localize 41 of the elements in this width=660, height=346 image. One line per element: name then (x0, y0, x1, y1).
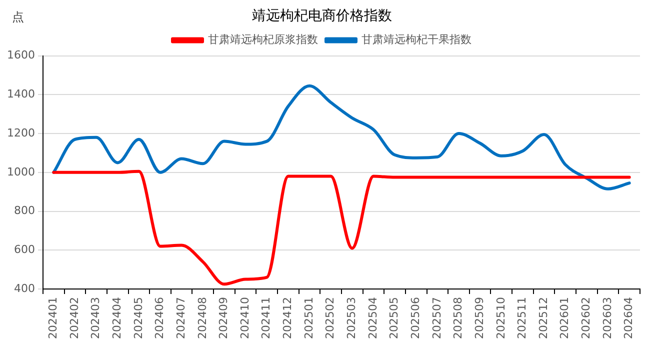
x-tick-label: 202507 (430, 297, 444, 340)
x-tick-label: 202406 (153, 297, 166, 340)
y-tick-label: 800 (14, 204, 35, 218)
y-tick-label: 1400 (6, 88, 35, 101)
line-series (52, 170, 631, 286)
chart-title: 靖远枸杞电商价格指数 (252, 8, 392, 24)
x-tick-label: 202410 (238, 297, 252, 340)
x-tick-label: 202601 (558, 297, 572, 340)
legend-label: 甘肃靖远枸杞原浆指数 (208, 33, 318, 46)
x-tick-label: 202502 (324, 297, 337, 340)
x-tick-label: 202508 (452, 297, 465, 340)
x-tick-label: 202501 (302, 297, 316, 340)
x-tick-label: 202510 (494, 297, 508, 340)
x-tick-label: 202512 (536, 297, 550, 340)
y-tick-label: 1600 (6, 48, 35, 62)
y-tick-label: 1000 (6, 165, 35, 178)
x-tick-label: 202401 (46, 297, 60, 340)
legend-label: 甘肃靖远枸杞干果指数 (362, 33, 472, 46)
x-tick-label: 202503 (345, 297, 358, 340)
x-tick-label: 202603 (600, 297, 614, 340)
x-tick-label: 202407 (174, 297, 188, 340)
x-tick-label: 202504 (366, 297, 380, 340)
x-tick-label: 202505 (388, 297, 401, 340)
x-tick-label: 202412 (281, 297, 294, 340)
x-tick-label: 202408 (196, 297, 209, 340)
x-tick-label: 202403 (89, 297, 102, 340)
x-tick-label: 202602 (580, 297, 593, 340)
x-tick-label: 202404 (110, 297, 124, 340)
x-tick-label: 202506 (408, 297, 422, 340)
x-tick-label: 202402 (68, 297, 81, 340)
y-axis-title: 点 (12, 10, 24, 24)
line-series (52, 84, 631, 190)
y-tick-label: 600 (14, 243, 35, 256)
y-tick-label: 400 (14, 282, 35, 295)
x-tick-label: 202409 (217, 297, 230, 340)
x-tick-label: 202411 (260, 297, 273, 340)
x-tick-label: 202405 (132, 297, 145, 340)
x-tick-label: 202604 (622, 297, 636, 340)
y-tick-label: 1200 (6, 126, 35, 140)
x-tick-label: 202511 (516, 297, 529, 340)
x-tick-label: 202509 (472, 297, 486, 340)
